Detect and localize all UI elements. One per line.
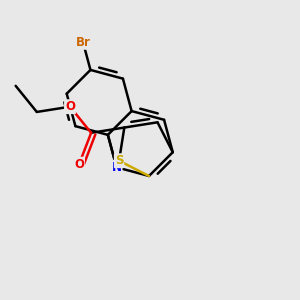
Text: N: N xyxy=(112,161,122,174)
Text: O: O xyxy=(74,158,84,171)
Text: Br: Br xyxy=(76,36,91,49)
Text: S: S xyxy=(115,154,123,167)
Text: O: O xyxy=(65,100,75,113)
